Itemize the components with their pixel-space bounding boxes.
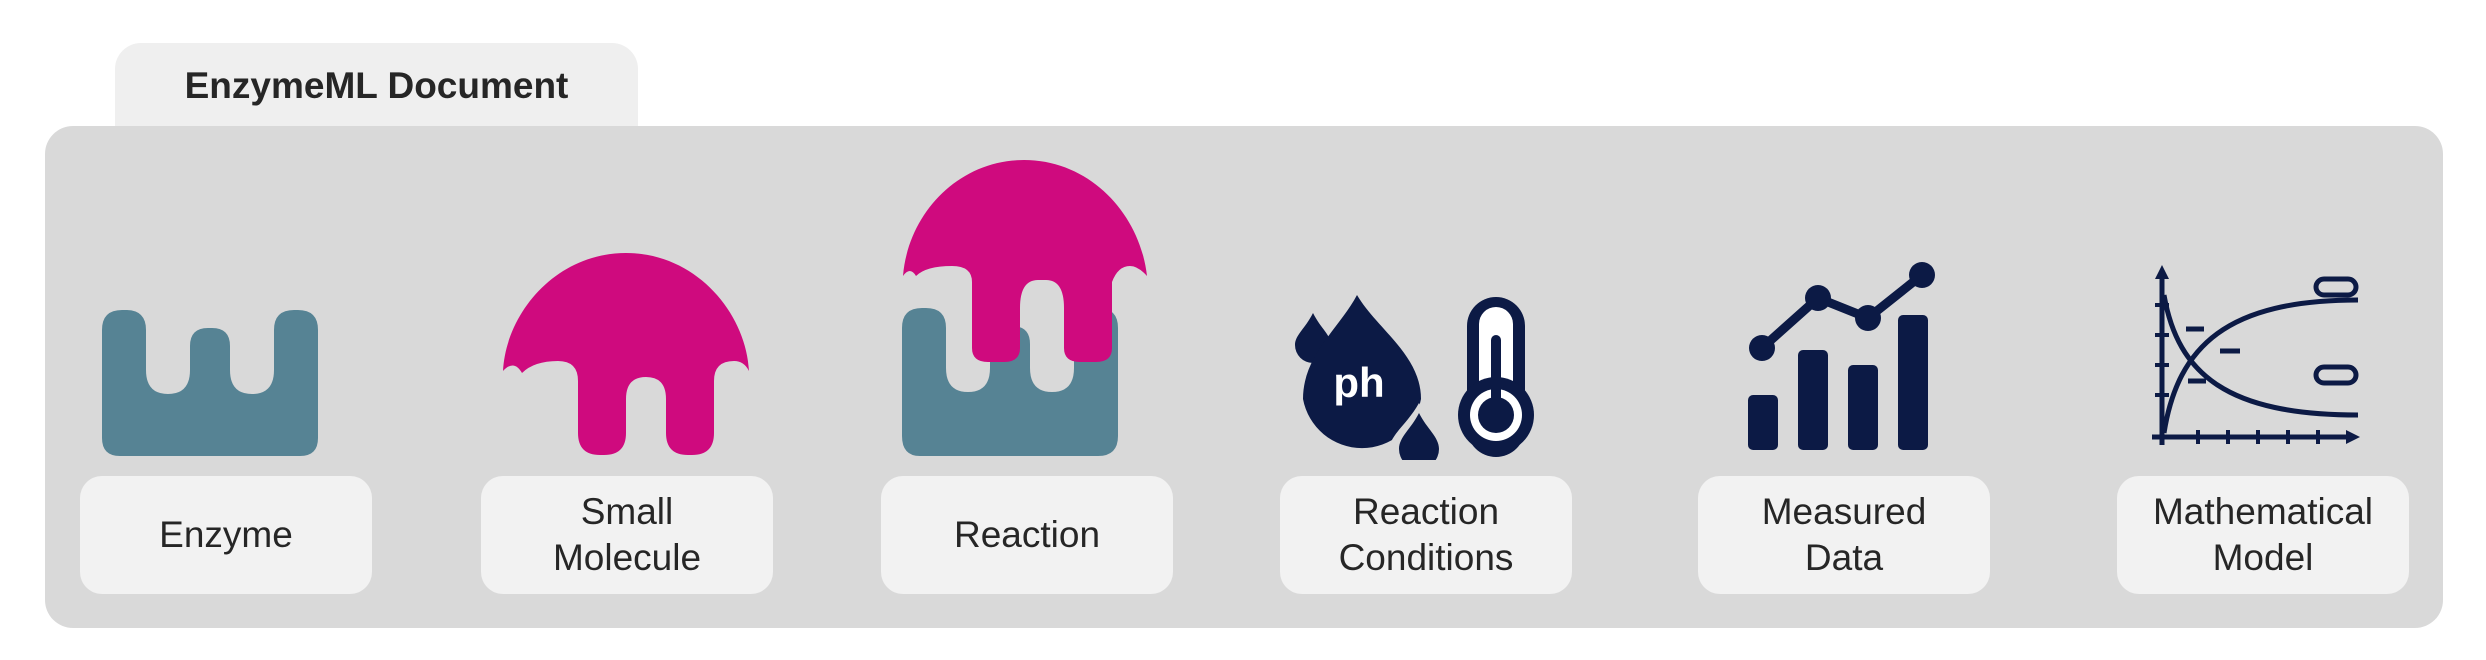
ph-label: ph <box>1333 359 1384 406</box>
mathematical-model-card: Mathematical Model <box>2117 476 2409 594</box>
document-panel <box>45 126 2443 628</box>
document-title: EnzymeML Document <box>184 65 569 106</box>
small-molecule-icon <box>503 253 749 455</box>
reaction-conditions-icon: ph <box>1295 295 1534 460</box>
measured-data-icon <box>1748 262 1935 450</box>
mathematical-model-icon <box>2152 265 2360 445</box>
small-molecule-card: Small Molecule <box>481 476 773 594</box>
measured-data-card: Measured Data <box>1698 476 1990 594</box>
reaction-icon <box>902 160 1147 456</box>
enzyme-icon <box>102 310 318 456</box>
reaction-card: Reaction <box>881 476 1173 594</box>
reaction-conditions-card: Reaction Conditions <box>1280 476 1572 594</box>
enzyme-card: Enzyme <box>80 476 372 594</box>
